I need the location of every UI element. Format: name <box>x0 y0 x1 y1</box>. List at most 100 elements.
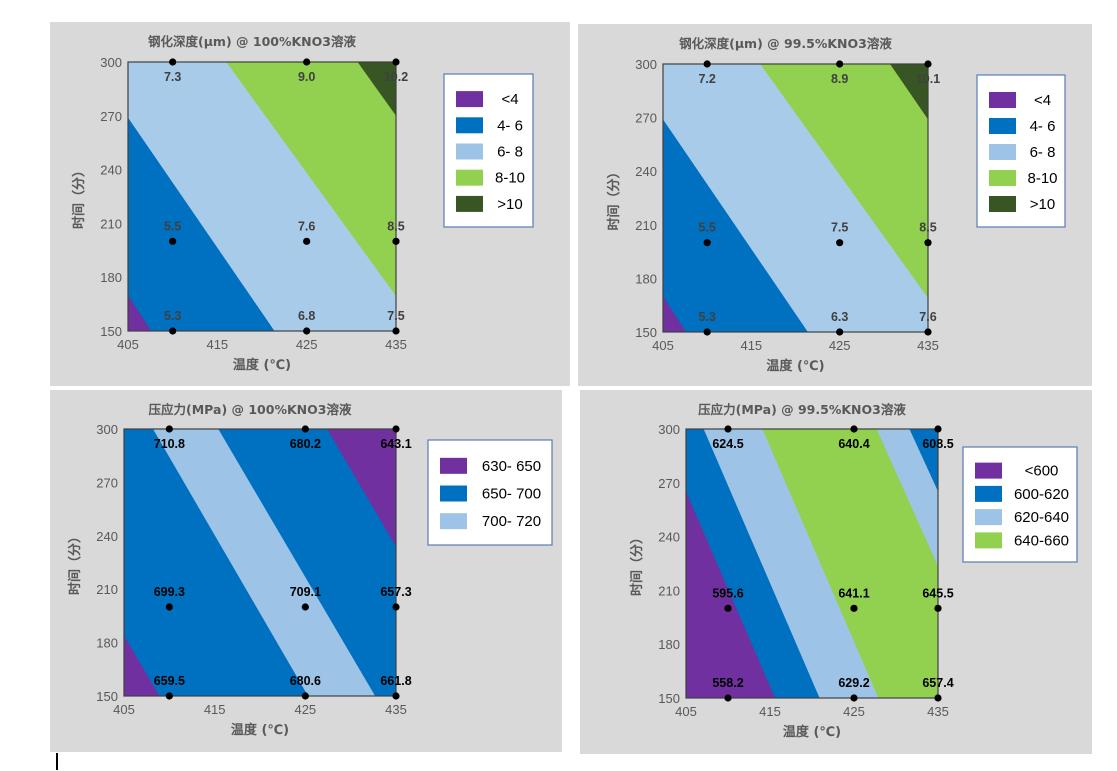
plot-frame <box>123 428 397 697</box>
x-tick-label: 405 <box>675 704 697 719</box>
data-point <box>165 425 173 433</box>
plot-frame <box>662 63 929 333</box>
data-label: 5.5 <box>698 221 715 235</box>
legend-label: 8-10 <box>1027 170 1057 187</box>
y-axis-title: 时间（分） <box>606 165 622 230</box>
data-label: 595.6 <box>712 586 743 600</box>
legend-swatch <box>989 118 1016 134</box>
data-point <box>836 239 844 247</box>
data-point <box>850 425 858 433</box>
y-tick-label: 270 <box>635 111 657 126</box>
contour-region <box>890 64 928 120</box>
data-label: 699.3 <box>154 585 185 599</box>
y-tick-label: 300 <box>96 422 118 437</box>
y-axis-title: 时间（分） <box>629 531 645 596</box>
data-label: 7.2 <box>698 72 715 86</box>
legend: <4 4- 6 6- 8 8-10 >10 <box>976 74 1066 228</box>
x-tick-label: 425 <box>296 337 318 352</box>
data-label: 657.3 <box>380 585 411 599</box>
legend-label: <4 <box>501 91 518 108</box>
legend-label: 640-660 <box>1014 532 1069 549</box>
legend-swatch <box>456 169 483 186</box>
data-point <box>392 425 400 433</box>
data-point <box>392 603 400 611</box>
x-tick-label: 415 <box>740 338 762 353</box>
data-label: 7.6 <box>919 310 936 324</box>
x-tick-label: 435 <box>917 338 939 353</box>
legend-swatch <box>975 462 1002 479</box>
x-tick-label: 425 <box>294 702 316 717</box>
data-label: 7.5 <box>831 221 848 235</box>
data-point <box>165 692 173 700</box>
x-tick-label: 405 <box>652 338 674 353</box>
legend-label: 6- 8 <box>497 144 523 161</box>
chart-panel-2: 钢化深度(μm) @ 99.5%KNO3溶液 405 415 425 435 150 180… <box>578 24 1092 386</box>
legend-swatch <box>975 485 1002 502</box>
y-tick-label: 150 <box>658 691 680 706</box>
y-tick-label: 270 <box>658 476 680 491</box>
data-label: 7.6 <box>298 219 315 233</box>
data-point <box>836 60 844 68</box>
data-point <box>301 692 309 700</box>
legend-label: 6- 8 <box>1030 144 1056 161</box>
y-tick-label: 180 <box>100 270 122 285</box>
legend-swatch <box>989 92 1016 108</box>
data-label: 657.4 <box>922 676 953 690</box>
data-label: 680.6 <box>290 674 321 688</box>
data-label: 5.3 <box>698 310 715 324</box>
x-axis-title: 温度 (℃) <box>783 724 841 740</box>
data-point <box>924 328 932 336</box>
legend-label: <4 <box>1034 92 1051 109</box>
y-tick-label: 270 <box>96 475 118 490</box>
y-tick-label: 240 <box>635 164 657 179</box>
legend-swatch <box>989 144 1016 160</box>
legend-swatch <box>989 170 1016 186</box>
legend-swatch <box>989 196 1016 212</box>
data-point <box>850 604 858 612</box>
y-tick-label: 150 <box>96 689 118 704</box>
data-label: 8.9 <box>831 72 848 86</box>
legend-label: 600-620 <box>1014 486 1069 503</box>
data-point <box>392 58 400 66</box>
chart-panel-1: 钢化深度(μm) @ 100%KNO3溶液 405 415 425 435 150 180 2… <box>50 22 570 386</box>
x-tick-label: 415 <box>204 702 226 717</box>
data-point <box>303 58 311 66</box>
legend-label: <600 <box>1025 463 1059 480</box>
data-label: 5.5 <box>164 219 181 233</box>
data-label: 643.1 <box>380 437 411 451</box>
legend-swatch <box>456 195 483 212</box>
legend-swatch <box>456 117 483 134</box>
y-tick-label: 240 <box>96 529 118 544</box>
legend-swatch <box>456 91 483 108</box>
data-point <box>850 694 858 702</box>
legend-swatch <box>440 485 467 502</box>
data-point <box>392 237 400 245</box>
legend-label: 650- 700 <box>482 486 541 503</box>
data-label: 6.3 <box>831 310 848 324</box>
data-label: 10.1 <box>916 72 940 86</box>
y-tick-label: 210 <box>658 583 680 598</box>
data-point <box>169 327 177 335</box>
data-label: 640.4 <box>838 437 869 451</box>
y-tick-label: 210 <box>96 582 118 597</box>
legend-swatch <box>440 513 467 530</box>
chart-title: 压应力(MPa) @ 100%KNO3溶液 <box>149 402 352 417</box>
data-label: 8.5 <box>919 221 936 235</box>
legend-swatch <box>456 143 483 160</box>
data-label: 709.1 <box>290 585 321 599</box>
data-label: 9.0 <box>298 70 315 84</box>
data-label: 7.3 <box>164 70 181 84</box>
data-label: 558.2 <box>712 676 743 690</box>
legend-label: 4- 6 <box>497 117 523 134</box>
x-axis-title: 温度 (℃) <box>231 722 289 738</box>
data-label: 641.1 <box>838 586 869 600</box>
y-tick-label: 300 <box>658 422 680 437</box>
y-axis-title: 时间（分） <box>67 530 83 595</box>
data-point <box>301 425 309 433</box>
data-label: 8.5 <box>387 219 404 233</box>
data-point <box>303 327 311 335</box>
x-tick-label: 425 <box>829 338 851 353</box>
legend-label: >10 <box>1030 196 1055 213</box>
y-axis-title: 时间（分） <box>71 164 87 229</box>
